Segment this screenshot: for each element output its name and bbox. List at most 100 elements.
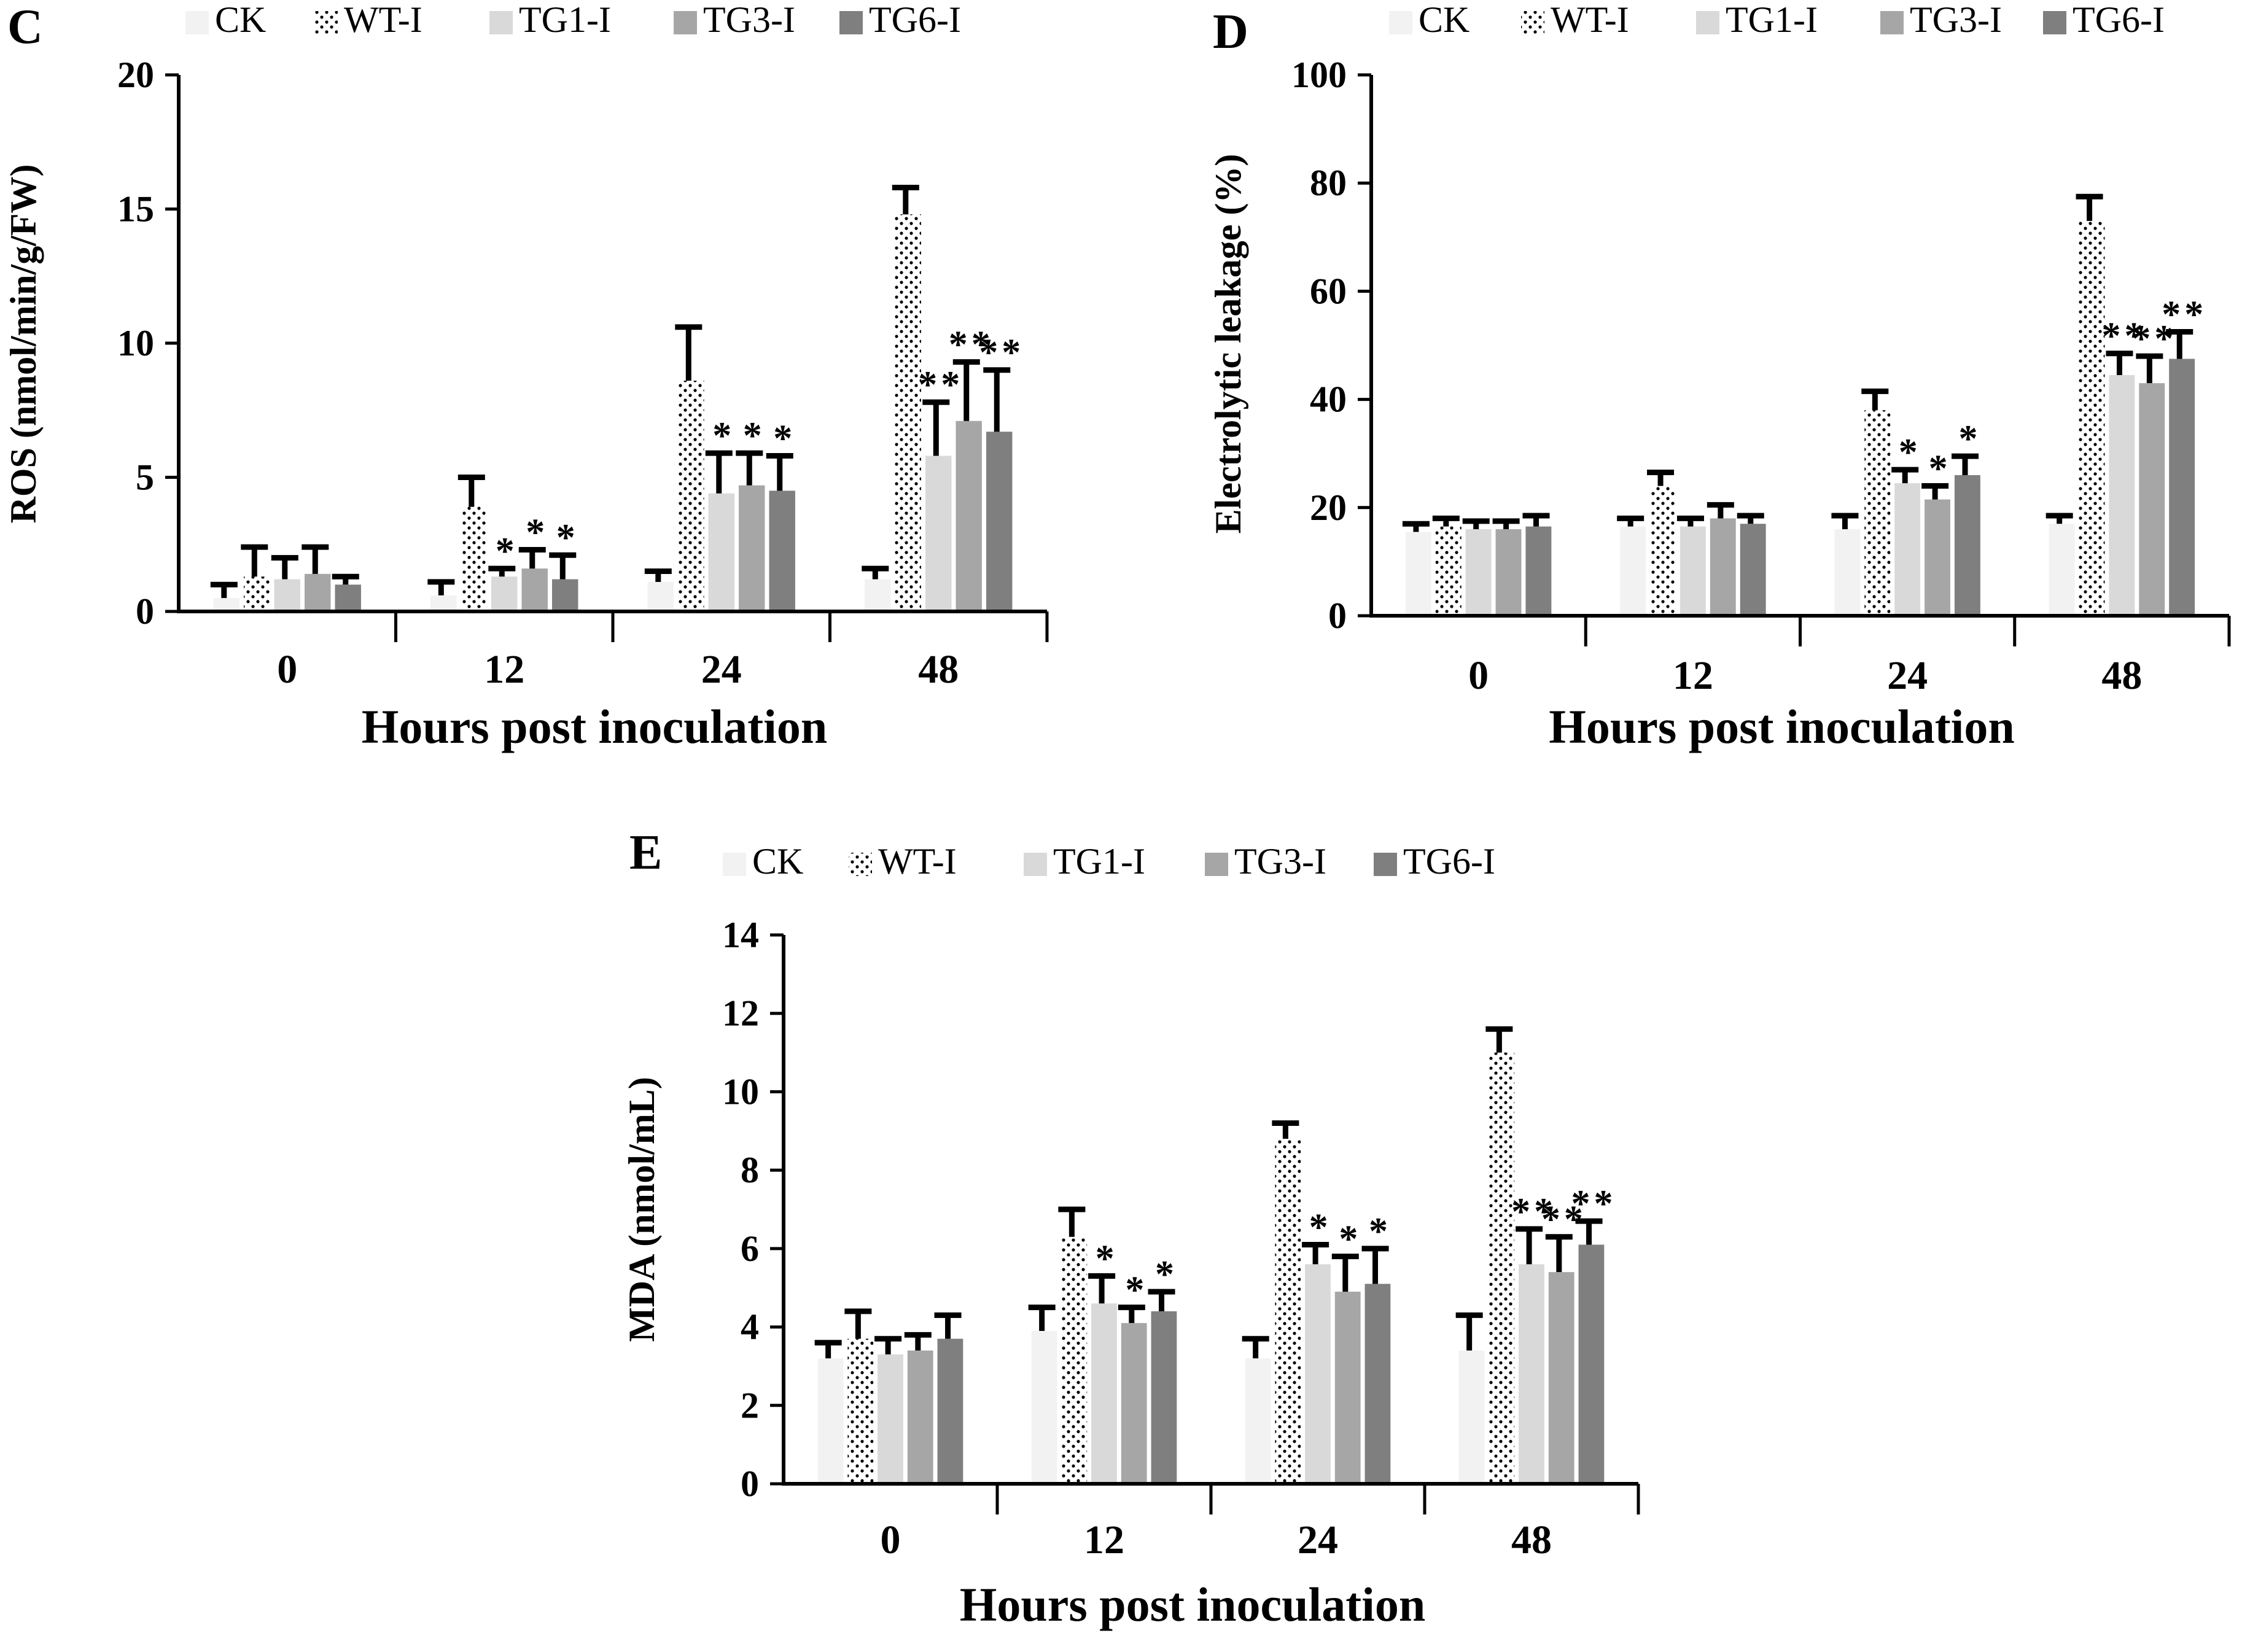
bar: [2169, 359, 2195, 616]
bar: [2139, 383, 2165, 616]
legend-swatch: [1205, 853, 1228, 876]
x-axis-label: Hours post inoculation: [362, 700, 827, 753]
bar: [1620, 526, 1646, 616]
significance-mark: *: [1155, 1254, 1178, 1295]
significance-mark: **: [2101, 316, 2147, 357]
bar: [2049, 524, 2075, 616]
bar: [956, 421, 982, 611]
bar: [2109, 374, 2135, 616]
y-tick-label: 2: [741, 1385, 759, 1425]
significance-mark: **: [1511, 1191, 1557, 1233]
bar: [1405, 532, 1431, 616]
bar: [1245, 1358, 1271, 1484]
bar: [817, 1358, 844, 1484]
bar: [1031, 1330, 1057, 1484]
bar: [847, 1338, 874, 1484]
significance-mark: *: [1959, 418, 1982, 460]
y-tick-label: 60: [1310, 271, 1347, 311]
bar: [1061, 1236, 1088, 1484]
bar: [1364, 1284, 1391, 1484]
bar: [1925, 499, 1950, 616]
x-axis-label: Hours post inoculation: [1549, 700, 2014, 753]
legend-label: CK: [215, 0, 266, 40]
bar: [1489, 1052, 1515, 1484]
legend-swatch: [1696, 11, 1719, 34]
panel-letter: D: [1213, 5, 1248, 59]
y-tick-label: 15: [117, 189, 154, 230]
bar: [1465, 529, 1492, 616]
panel-letter: E: [629, 826, 662, 880]
significance-mark: **: [949, 324, 994, 366]
bar: [647, 581, 674, 611]
legend-swatch: [849, 853, 872, 876]
bar: [1091, 1303, 1117, 1484]
x-tick-label: 24: [1887, 653, 1928, 698]
x-tick-label: 24: [1298, 1518, 1338, 1562]
significance-mark: **: [2131, 318, 2177, 360]
significance-mark: *: [556, 517, 579, 559]
x-tick-label: 0: [277, 647, 297, 692]
bar: [1680, 526, 1706, 616]
y-axis-label: MDA (nmol/mL): [621, 1077, 662, 1342]
legend-label: TG6-I: [1403, 841, 1495, 882]
bar: [1151, 1311, 1177, 1484]
y-tick-label: 8: [741, 1150, 759, 1190]
significance-mark: *: [1125, 1270, 1148, 1311]
bar: [1305, 1264, 1331, 1484]
significance-mark: **: [1571, 1183, 1617, 1225]
y-tick-label: 20: [117, 55, 154, 95]
bar: [244, 576, 270, 611]
bar: [1740, 524, 1766, 616]
significance-mark: *: [1096, 1238, 1118, 1280]
significance-mark: *: [1309, 1206, 1332, 1248]
significance-mark: *: [743, 415, 766, 457]
legend-label: TG6-I: [869, 0, 961, 40]
bar: [213, 598, 239, 611]
y-axis-label: Electrolytic leakage (%): [1208, 154, 1248, 534]
y-tick-label: 0: [136, 591, 154, 632]
y-tick-label: 12: [722, 993, 759, 1034]
bar: [1334, 1292, 1361, 1484]
y-tick-label: 100: [1291, 55, 1347, 95]
x-tick-label: 12: [1673, 653, 1713, 698]
significance-mark: *: [496, 530, 518, 572]
bar: [274, 579, 300, 611]
x-tick-label: 12: [484, 647, 524, 692]
legend-label: TG1-I: [1726, 0, 1818, 40]
bar: [907, 1350, 933, 1484]
significance-mark: *: [526, 511, 548, 553]
y-tick-label: 10: [117, 323, 154, 363]
significance-mark: *: [1369, 1211, 1392, 1252]
y-axis-label: ROS (nmol/min/g/FW): [3, 164, 44, 523]
legend-label: CK: [1419, 0, 1469, 40]
bar: [678, 381, 704, 611]
bar: [430, 595, 457, 611]
bar: [865, 579, 891, 611]
x-axis-label: Hours post inoculation: [960, 1578, 1425, 1631]
bar: [1525, 526, 1552, 616]
legend-swatch: [1374, 853, 1397, 876]
significance-mark: *: [1929, 448, 1952, 490]
y-tick-label: 10: [722, 1071, 759, 1112]
legend-label: TG1-I: [519, 0, 611, 40]
bar: [1519, 1264, 1544, 1484]
legend-label: WT-I: [878, 841, 957, 882]
bar: [925, 456, 952, 611]
bar: [1495, 529, 1522, 616]
legend-swatch: [723, 853, 746, 876]
panel-letter: C: [7, 0, 43, 54]
bar: [986, 432, 1013, 611]
significance-mark: *: [712, 415, 735, 457]
legend-swatch: [1521, 11, 1544, 34]
bar: [769, 491, 795, 611]
bar: [305, 573, 331, 611]
bar: [1834, 529, 1861, 616]
x-tick-label: 0: [1468, 653, 1489, 698]
bar: [1954, 475, 1980, 616]
x-tick-label: 48: [1511, 1518, 1552, 1562]
significance-mark: **: [2162, 293, 2207, 335]
bar: [739, 485, 765, 611]
